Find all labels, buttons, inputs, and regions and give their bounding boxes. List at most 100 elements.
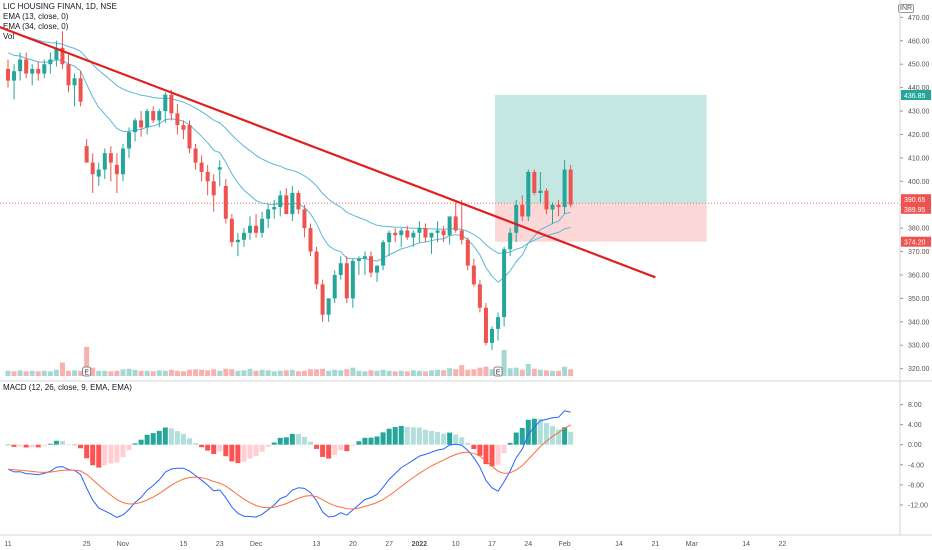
volume-bar bbox=[271, 371, 277, 376]
candle-body bbox=[362, 256, 367, 259]
macd-histogram-bar bbox=[295, 434, 301, 445]
volume-bar bbox=[562, 366, 568, 376]
candle-body bbox=[175, 113, 180, 126]
candle-body bbox=[48, 59, 53, 65]
macd-histogram-bar bbox=[362, 437, 368, 445]
macd-histogram-bar bbox=[453, 434, 459, 445]
candle-body bbox=[151, 111, 156, 121]
chart-legend: LIC HOUSING FINAN, 1D, NSE EMA (13, clos… bbox=[3, 2, 117, 42]
target-zone bbox=[495, 94, 707, 204]
candle-body bbox=[108, 153, 113, 163]
price-tick-label: 400.00 bbox=[908, 179, 930, 186]
macd-histogram-bar bbox=[447, 432, 453, 445]
candle-body bbox=[399, 230, 404, 236]
macd-legend: MACD (12, 26, close, 9, EMA, EMA) bbox=[3, 383, 132, 392]
symbol-title: LIC HOUSING FINAN, 1D, NSE bbox=[3, 2, 117, 11]
price-tick-label: 460.00 bbox=[908, 38, 930, 45]
macd-tick-label: 4.00 bbox=[908, 422, 922, 429]
volume-bar bbox=[59, 362, 65, 376]
macd-histogram-bar bbox=[501, 444, 507, 454]
candle-body bbox=[381, 242, 386, 266]
volume-bar bbox=[23, 371, 29, 376]
macd-histogram-bar bbox=[416, 427, 422, 445]
macd-histogram-bar bbox=[477, 444, 483, 456]
candle-body bbox=[326, 298, 331, 315]
volume-bar bbox=[41, 370, 47, 376]
macd-histogram-bar bbox=[489, 444, 495, 467]
macd-histogram-bar bbox=[283, 437, 289, 445]
candle-body bbox=[568, 169, 573, 205]
candle-body bbox=[145, 111, 150, 128]
volume-bar bbox=[422, 371, 428, 376]
time-tick-label: 25 bbox=[83, 541, 91, 548]
macd-histogram-bar bbox=[386, 428, 392, 445]
volume-bar bbox=[308, 369, 313, 376]
macd-histogram-bar bbox=[374, 436, 380, 445]
candle-body bbox=[199, 162, 204, 172]
volume-bar bbox=[72, 370, 78, 376]
candle-body bbox=[260, 218, 265, 233]
macd-histogram-bar bbox=[308, 441, 313, 445]
price-axis-tag bbox=[901, 236, 931, 247]
time-tick-label: 10 bbox=[452, 541, 460, 548]
candle-body bbox=[550, 204, 555, 210]
volume-bar bbox=[447, 368, 453, 376]
volume-bar bbox=[380, 369, 386, 376]
candle-body bbox=[387, 232, 392, 243]
volume-bar bbox=[477, 367, 483, 376]
volume-bar bbox=[277, 370, 283, 376]
volume-bar bbox=[29, 370, 35, 376]
macd-histogram-bar bbox=[59, 441, 65, 445]
volume-bar bbox=[465, 369, 471, 376]
time-tick-label: Feb bbox=[559, 541, 571, 548]
macd-histogram-bar bbox=[265, 444, 271, 447]
time-tick-label: 23 bbox=[216, 541, 224, 548]
macd-histogram-bar bbox=[66, 444, 71, 445]
time-tick-label: Nov bbox=[117, 541, 130, 548]
volume-bar bbox=[247, 368, 253, 376]
macd-histogram-bar bbox=[519, 428, 525, 445]
volume-bar bbox=[193, 369, 199, 376]
volume-bar bbox=[537, 369, 543, 376]
macd-histogram-bar bbox=[556, 429, 562, 445]
volume-bar bbox=[453, 369, 459, 376]
candle-body bbox=[205, 171, 210, 182]
volume-bar bbox=[314, 369, 320, 376]
candle-body bbox=[36, 68, 41, 74]
volume-bar bbox=[90, 367, 96, 376]
macd-histogram-bar bbox=[114, 444, 120, 463]
macd-histogram-bar bbox=[289, 433, 295, 445]
volume-bar bbox=[392, 371, 398, 376]
macd-histogram-bar bbox=[241, 444, 247, 462]
macd-histogram-bar bbox=[162, 427, 168, 445]
macd-histogram-bar bbox=[53, 440, 59, 445]
volume-bar bbox=[531, 368, 537, 376]
volume-bar bbox=[507, 368, 513, 376]
candle-body bbox=[241, 232, 246, 240]
candle-body bbox=[459, 230, 464, 240]
candle-body bbox=[18, 59, 23, 72]
macd-histogram-bar bbox=[72, 444, 78, 446]
candle-body bbox=[181, 125, 186, 130]
candle-body bbox=[502, 249, 507, 318]
candle-body bbox=[163, 94, 168, 112]
macd-histogram-bar bbox=[495, 444, 501, 465]
earnings-marker-label: E bbox=[84, 370, 89, 377]
volume-bar bbox=[525, 364, 531, 376]
volume-bar bbox=[144, 370, 150, 376]
volume-bar bbox=[489, 369, 495, 376]
volume-bar bbox=[416, 370, 422, 376]
volume-bar bbox=[283, 370, 289, 376]
macd-histogram-bar bbox=[253, 444, 259, 457]
candle-body bbox=[42, 64, 47, 74]
macd-histogram-bar bbox=[132, 443, 138, 445]
volume-bar bbox=[108, 371, 114, 376]
candle-body bbox=[193, 148, 198, 163]
macd-histogram-bar bbox=[247, 444, 253, 459]
macd-tick-label: 8.00 bbox=[908, 402, 922, 409]
candle-body bbox=[102, 153, 107, 170]
macd-histogram-bar bbox=[531, 418, 537, 445]
macd-histogram-bar bbox=[392, 427, 398, 445]
macd-histogram-bar bbox=[138, 439, 144, 445]
